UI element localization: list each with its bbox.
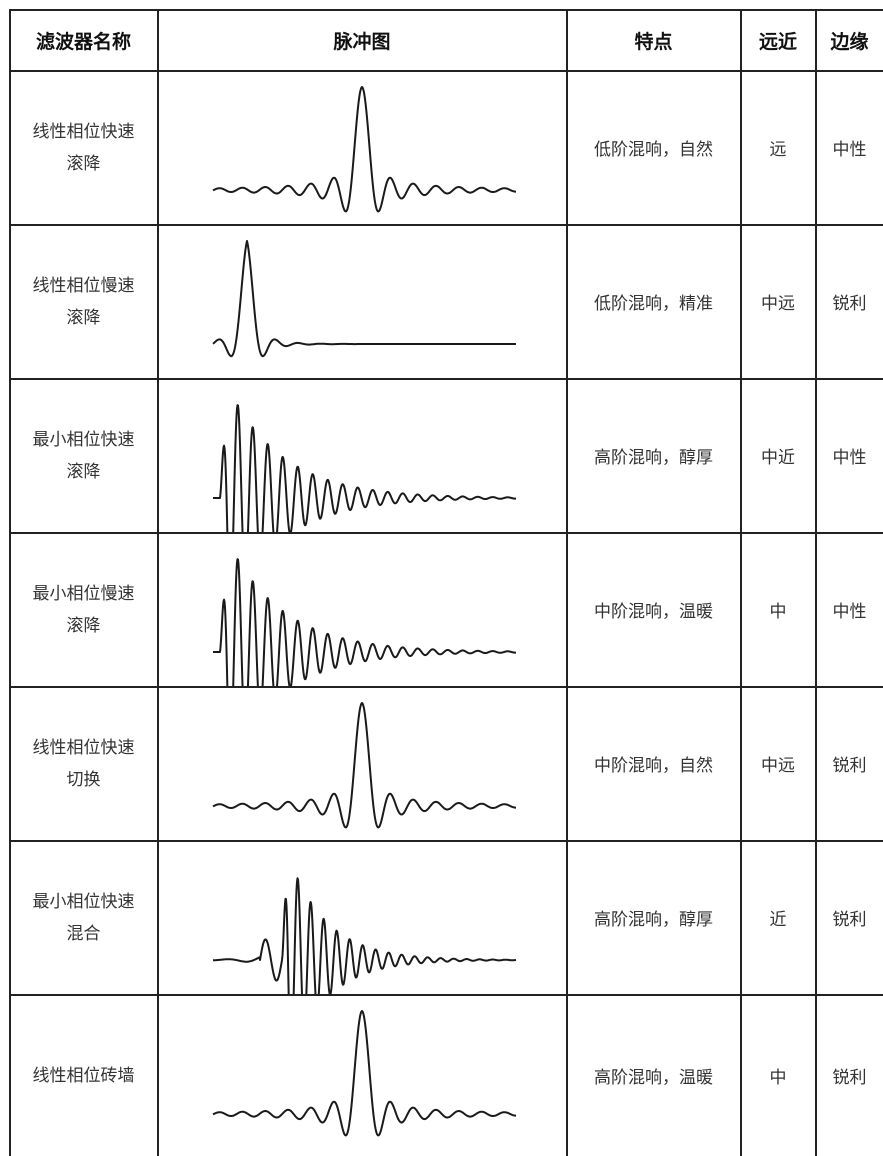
row-4-filter-name: 最小相位慢速 滚降 <box>10 533 157 686</box>
header-feature: 特点 <box>634 30 673 53</box>
row-7-edge: 锐利 <box>832 1068 867 1088</box>
table-rule <box>815 9 817 1156</box>
pulse-waveform-linear-fast-switch <box>212 702 517 829</box>
row-3-edge: 中性 <box>832 448 867 468</box>
row-5-feature: 中阶混响，自然 <box>594 756 713 776</box>
row-2-edge: 锐利 <box>832 294 867 314</box>
pulse-waveform-linear-slow-rolloff <box>212 240 517 358</box>
row-5-edge: 锐利 <box>832 756 867 776</box>
pulse-waveform-linear-fast-rolloff <box>212 86 517 213</box>
pulse-waveform-minimum-slow-rolloff <box>212 558 517 686</box>
pulse-waveform-path <box>212 558 517 686</box>
row-1-distance: 远 <box>769 140 787 160</box>
filter-name-line: 切换 <box>66 769 101 790</box>
filter-name-line: 最小相位快速 <box>32 429 135 450</box>
row-6-edge: 锐利 <box>832 910 867 930</box>
filter-name-line: 线性相位快速 <box>32 737 135 758</box>
row-1-filter-name: 线性相位快速 滚降 <box>10 71 157 224</box>
row-5-distance: 中远 <box>761 756 795 776</box>
row-6-distance: 近 <box>769 910 787 930</box>
row-6-filter-name: 最小相位快速 混合 <box>10 841 157 994</box>
row-5-filter-name: 线性相位快速 切换 <box>10 687 157 840</box>
table-rule <box>9 9 11 1156</box>
table-rule <box>9 686 883 688</box>
filter-name-line: 滚降 <box>66 307 101 328</box>
row-6-feature: 高阶混响，醇厚 <box>594 910 713 930</box>
row-4-distance: 中 <box>769 602 787 622</box>
row-3-distance: 中近 <box>761 448 795 468</box>
table-rule <box>9 378 883 380</box>
row-4-feature: 中阶混响，温暖 <box>594 602 713 622</box>
pulse-waveform-path <box>212 877 517 994</box>
pulse-waveform-path <box>212 86 517 213</box>
pulse-waveform-path <box>212 240 517 358</box>
table-rule <box>9 994 883 996</box>
table-rule <box>566 9 568 1156</box>
row-2-feature: 低阶混响，精准 <box>594 294 713 314</box>
table-rule <box>740 9 742 1156</box>
row-7-filter-name: 线性相位砖墙 <box>10 995 157 1156</box>
table-rule <box>9 840 883 842</box>
table-rule <box>9 532 883 534</box>
filter-name-line: 线性相位慢速 <box>32 275 135 296</box>
row-3-filter-name: 最小相位快速 滚降 <box>10 379 157 532</box>
row-4-edge: 中性 <box>832 602 867 622</box>
row-2-filter-name: 线性相位慢速 滚降 <box>10 225 157 378</box>
row-3-feature: 高阶混响，醇厚 <box>594 448 713 468</box>
header-edge: 边缘 <box>830 30 869 53</box>
table-rule <box>157 9 159 1156</box>
filter-name-line: 最小相位快速 <box>32 891 135 912</box>
row-2-distance: 中远 <box>761 294 795 314</box>
filter-name-line: 滚降 <box>66 461 101 482</box>
filter-name-line: 混合 <box>66 923 101 944</box>
row-7-distance: 中 <box>769 1068 787 1088</box>
pulse-waveform-minimum-fast-hybrid <box>212 877 517 994</box>
pulse-waveform-path <box>212 404 517 532</box>
row-1-edge: 中性 <box>832 140 867 160</box>
pulse-waveform-path <box>212 702 517 829</box>
filter-name-line: 滚降 <box>66 153 101 174</box>
row-1-feature: 低阶混响，自然 <box>594 140 713 160</box>
pulse-waveform-linear-brickwall <box>212 1010 517 1137</box>
table-rule <box>9 9 883 11</box>
header-distance: 远近 <box>758 30 797 53</box>
row-7-feature: 高阶混响，温暖 <box>594 1068 713 1088</box>
pulse-waveform-path <box>212 1010 517 1137</box>
filter-name-line: 线性相位砖墙 <box>32 1065 135 1086</box>
table-rule <box>9 70 883 72</box>
filter-name-line: 滚降 <box>66 615 101 636</box>
filter-name-line: 最小相位慢速 <box>32 583 135 604</box>
filter-name-line: 线性相位快速 <box>32 121 135 142</box>
pulse-waveform-minimum-fast-rolloff <box>212 404 517 532</box>
header-pulse: 脉冲图 <box>333 30 391 53</box>
table-rule <box>9 224 883 226</box>
header-filter-name: 滤波器名称 <box>35 30 131 53</box>
